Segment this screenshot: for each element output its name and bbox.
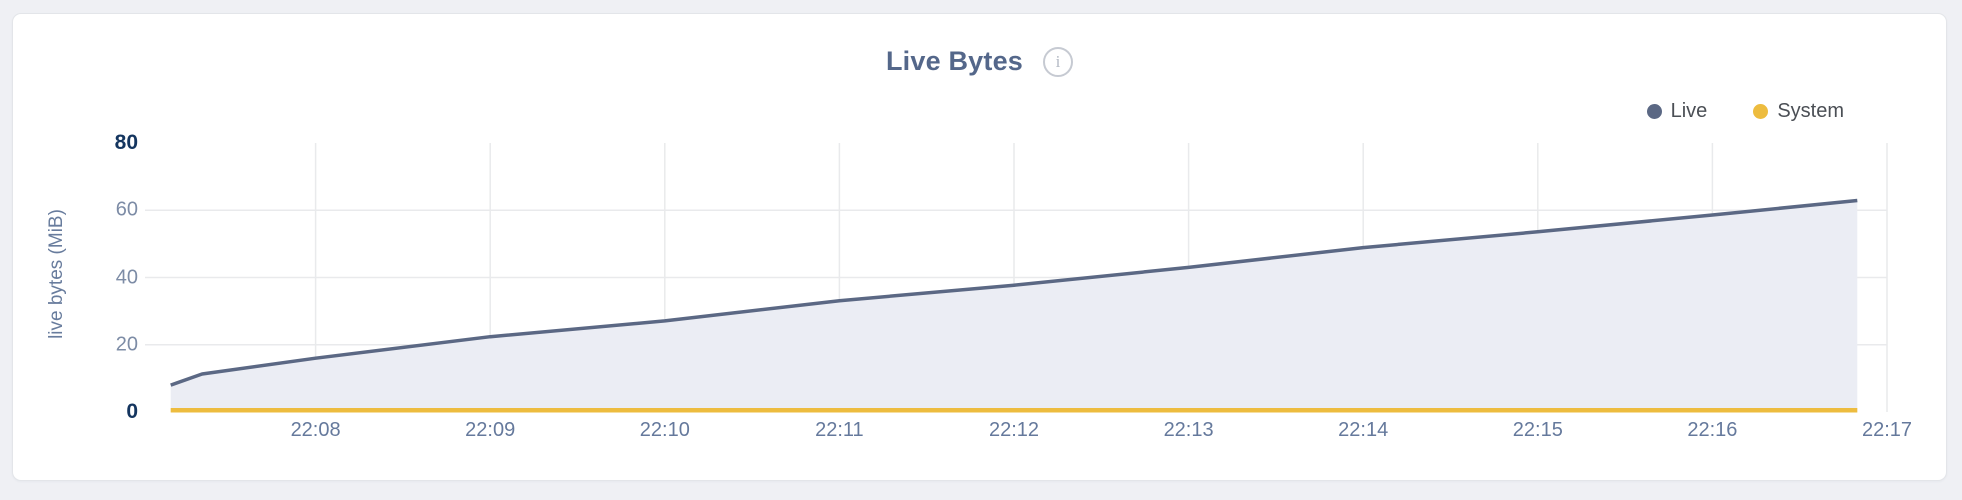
info-icon-glyph: i — [1055, 52, 1061, 71]
series-area-live — [170, 200, 1858, 412]
chart-header: Live Bytes i — [13, 46, 1946, 77]
legend-marker-icon — [1646, 104, 1662, 119]
legend-marker-icon — [1753, 104, 1769, 119]
legend-item-system[interactable]: System — [1753, 100, 1844, 123]
chart-title: Live Bytes — [885, 46, 1024, 76]
legend: Live System — [1646, 100, 1844, 123]
series-line-live — [170, 198, 1858, 387]
legend-item-live[interactable]: Live — [1646, 100, 1708, 123]
info-icon[interactable]: i — [1043, 46, 1074, 77]
legend-item-label: Live — [1670, 100, 1708, 122]
legend-item-label: System — [1777, 100, 1844, 122]
